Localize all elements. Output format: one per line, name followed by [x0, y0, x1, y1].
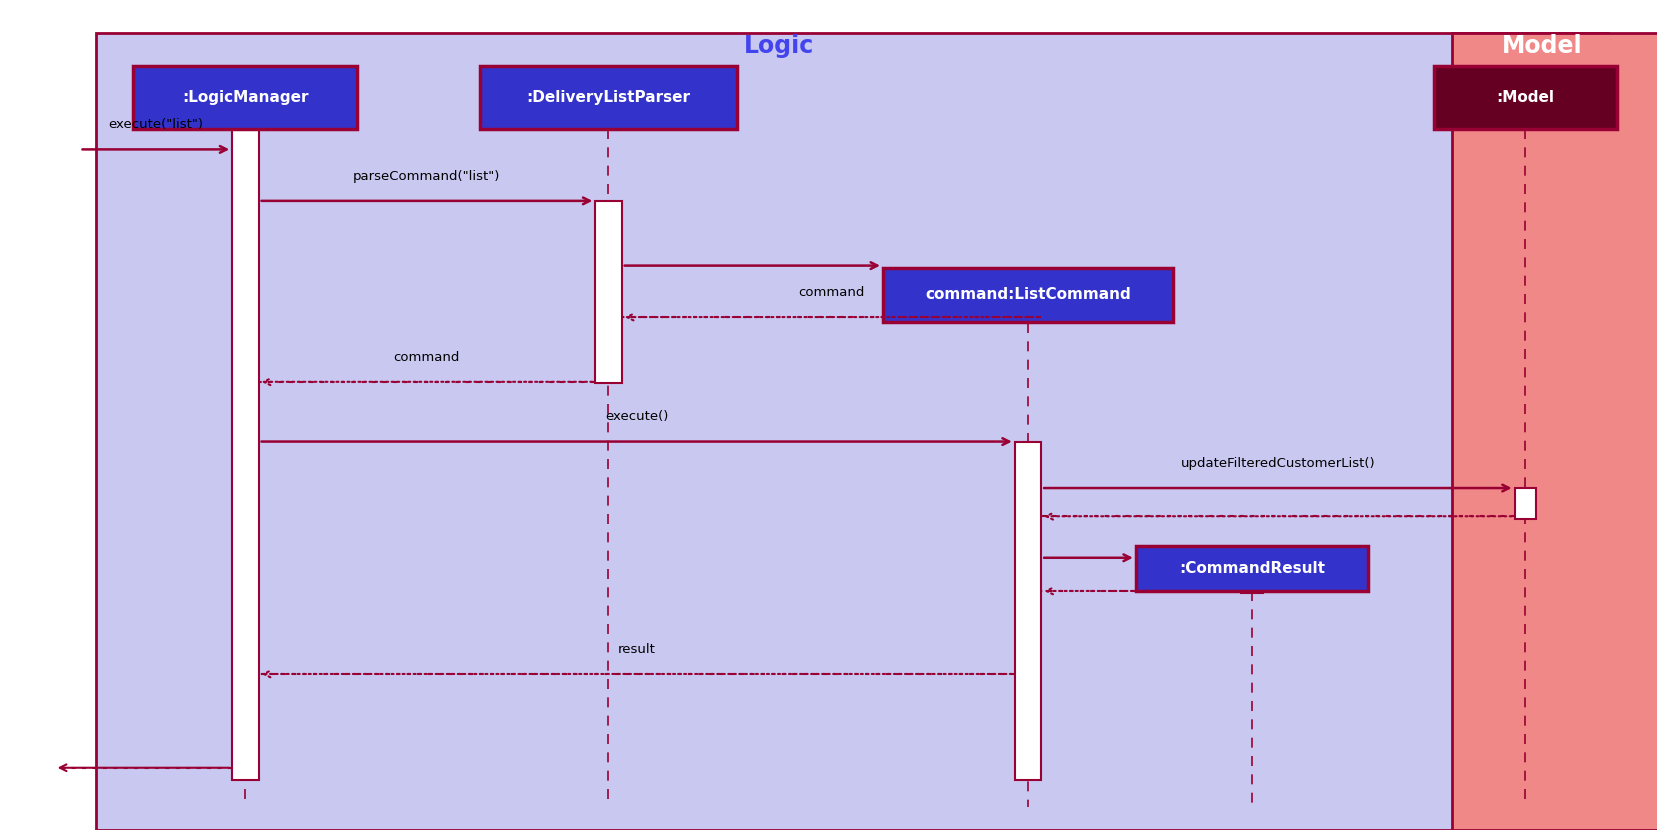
- Bar: [1135, 546, 1367, 591]
- Bar: [1514, 488, 1536, 519]
- Bar: [1014, 442, 1041, 780]
- Bar: [133, 66, 358, 129]
- Bar: [1433, 66, 1616, 129]
- Text: command:ListCommand: command:ListCommand: [925, 287, 1130, 302]
- Text: execute("list"): execute("list"): [108, 118, 204, 131]
- Bar: [481, 66, 737, 129]
- Text: :Model: :Model: [1496, 90, 1553, 105]
- Bar: [1239, 558, 1263, 593]
- Bar: [882, 267, 1173, 321]
- Text: Model: Model: [1501, 35, 1581, 58]
- Bar: [1452, 33, 1657, 830]
- Text: result: result: [618, 642, 655, 656]
- Text: Logic: Logic: [744, 35, 814, 58]
- Bar: [595, 201, 621, 383]
- Text: execute(): execute(): [605, 410, 668, 423]
- Text: command: command: [393, 350, 461, 364]
- Bar: [232, 129, 258, 780]
- Text: :DeliveryListParser: :DeliveryListParser: [527, 90, 689, 105]
- Text: :LogicManager: :LogicManager: [182, 90, 308, 105]
- Text: :CommandResult: :CommandResult: [1178, 561, 1324, 576]
- Text: parseCommand("list"): parseCommand("list"): [353, 169, 500, 183]
- Text: command: command: [797, 286, 865, 299]
- Text: updateFilteredCustomerList(): updateFilteredCustomerList(): [1180, 457, 1374, 470]
